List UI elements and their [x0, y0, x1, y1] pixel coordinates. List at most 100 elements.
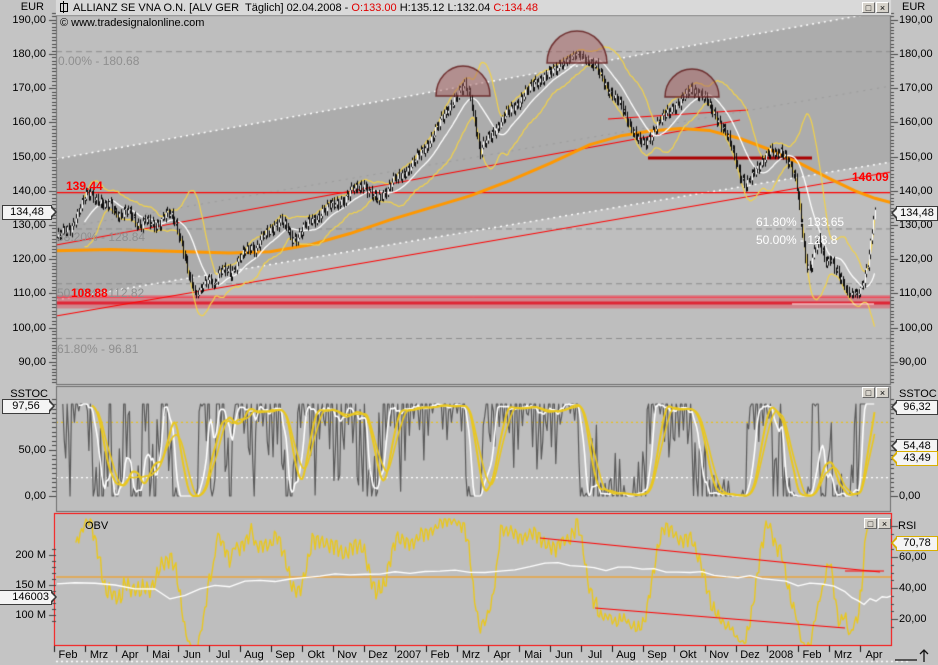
price-label-right: 130,00 [899, 219, 933, 231]
last-price-tag-left: 134,48 [2, 205, 57, 220]
price-label-right: 110,00 [899, 287, 932, 300]
rsi-scale-label: 40,00 [899, 582, 927, 594]
obv-title: OBV [85, 520, 109, 532]
obv-close-button[interactable]: × [878, 518, 891, 529]
price-label-left: 110,00 [13, 287, 46, 300]
price-label-right: 150,00 [899, 150, 933, 163]
price-label-left: 90,00 [18, 355, 46, 368]
instrument-context: [ALV GER Täglich] [186, 1, 287, 14]
price-label-right: 190,00 [899, 13, 933, 26]
instrument-name: ALLIANZ SE VNA O.N. [73, 1, 187, 14]
price-label-right: 180,00 [899, 48, 933, 60]
price-label-left: 130,00 [12, 219, 46, 231]
month-label: Nov [337, 649, 357, 661]
month-label: Mrz [461, 649, 481, 661]
month-label: Dez [368, 649, 388, 661]
price-label-left: 160,00 [12, 116, 46, 129]
month-label: Okt [307, 649, 325, 661]
trendline-146-label: 146.09 [852, 170, 889, 184]
title-separator: - [341, 1, 352, 14]
month-label: Dez [740, 649, 760, 661]
month-label: Mrz [833, 649, 853, 661]
price-label-left: 170,00 [12, 82, 46, 95]
obv-scale-label: 100 M [15, 609, 46, 621]
month-label: Okt [679, 649, 697, 661]
month-label: Jun [555, 649, 573, 661]
month-label: Sep [275, 649, 295, 661]
sstoc-label-left: 0,00 [24, 490, 46, 502]
rsi-title: RSI [898, 520, 917, 532]
price-label-right: 160,00 [899, 116, 933, 129]
price-label-left: 120,00 [12, 253, 46, 266]
fib2-label-618: 61.80% - 133.65 [756, 215, 845, 229]
sstoc-label-left: 50,00 [18, 444, 46, 456]
month-label: Apr [493, 649, 511, 661]
month-label: Apr [865, 649, 883, 661]
month-label: Mrz [89, 649, 109, 661]
sstoc-tag-slow: 43,49 [891, 451, 938, 466]
resistance-139-label: 139.44 [66, 179, 103, 193]
month-label: Mai [524, 649, 542, 661]
chart-title-bar: ALLIANZ SE VNA O.N. [ALV GER Täglich] 02… [56, 0, 891, 16]
fib-label-618: 61.80% - 96.81 [57, 342, 139, 356]
low-value: L:132.04 [447, 1, 494, 14]
obv-scale-label: 200 M [15, 549, 46, 561]
price-label-right: 140,00 [899, 184, 933, 197]
month-label: Aug [616, 649, 636, 661]
price-label-left: 150,00 [12, 150, 46, 163]
month-label: Jul [587, 649, 603, 661]
price-label-right: 120,00 [899, 253, 933, 266]
obv-scale-label: 150 M [15, 579, 46, 591]
price-label-right: 170,00 [899, 82, 933, 95]
month-label: Mai [152, 649, 170, 661]
month-label: 2008 [768, 649, 794, 661]
sstoc-tag-k: 96,32 [891, 400, 938, 415]
price-label-right: 90,00 [899, 355, 927, 368]
price-label-left: 190,00 [12, 13, 46, 26]
month-label: Apr [121, 649, 139, 661]
obv-value-tag: 146003 [0, 590, 57, 605]
obv-maximize-button[interactable]: □ [864, 518, 877, 529]
rsi-scale-label: 20,00 [899, 613, 927, 625]
sstoc-title-left: SSTOC [10, 388, 48, 400]
price-label-right: 100,00 [899, 321, 933, 334]
sstoc-tag-left: 97,56 [2, 399, 55, 414]
month-label: Sep [647, 649, 667, 661]
sstoc-title-right: SSTOC [899, 388, 937, 400]
sstoc-tag-d: 54,48 [891, 439, 938, 454]
copyright-label: © www.tradesignalonline.com [60, 17, 205, 29]
month-label: Feb [430, 649, 450, 661]
month-label: Feb [802, 649, 822, 661]
sstoc-close-button[interactable]: × [876, 387, 889, 398]
fib2-label-50: 50.00% - 128.8 [756, 233, 838, 247]
pin-icon [60, 1, 68, 13]
price-label-left: 180,00 [12, 48, 46, 60]
support-108-label: 108.88 [71, 286, 108, 300]
month-label: Jul [215, 649, 231, 661]
close-value: C:134.48 [493, 1, 538, 14]
fib-label-0: 0.00% - 180.68 [58, 54, 140, 68]
month-label: Aug [244, 649, 264, 661]
scroll-to-end-icon[interactable] [893, 646, 935, 664]
left-axis-currency: EUR [20, 1, 44, 13]
open-value: O:133.00 [351, 1, 397, 14]
month-label: Feb [58, 649, 78, 661]
quote-date: 02.04.2008 [286, 1, 342, 14]
main-close-button[interactable]: × [876, 2, 889, 13]
sstoc-label-right: 0,00 [899, 490, 921, 502]
rsi-scale-label: 60,00 [899, 551, 927, 563]
price-label-left: 100,00 [12, 321, 46, 334]
fib-label-50: 50.00% - 112.82 [57, 286, 145, 300]
fib-label-382: 38.20% - 128.84 [57, 230, 146, 244]
sstoc-maximize-button[interactable]: □ [862, 387, 875, 398]
month-label: 2007 [396, 649, 422, 661]
price-label-left: 140,00 [12, 184, 46, 197]
month-label: Jun [183, 649, 201, 661]
high-value: H:135.12 [396, 1, 448, 14]
right-axis-currency: EUR [902, 1, 926, 13]
main-maximize-button[interactable]: □ [862, 2, 875, 13]
rsi-value-tag: 70,78 [891, 536, 938, 551]
month-label: Nov [709, 649, 729, 661]
